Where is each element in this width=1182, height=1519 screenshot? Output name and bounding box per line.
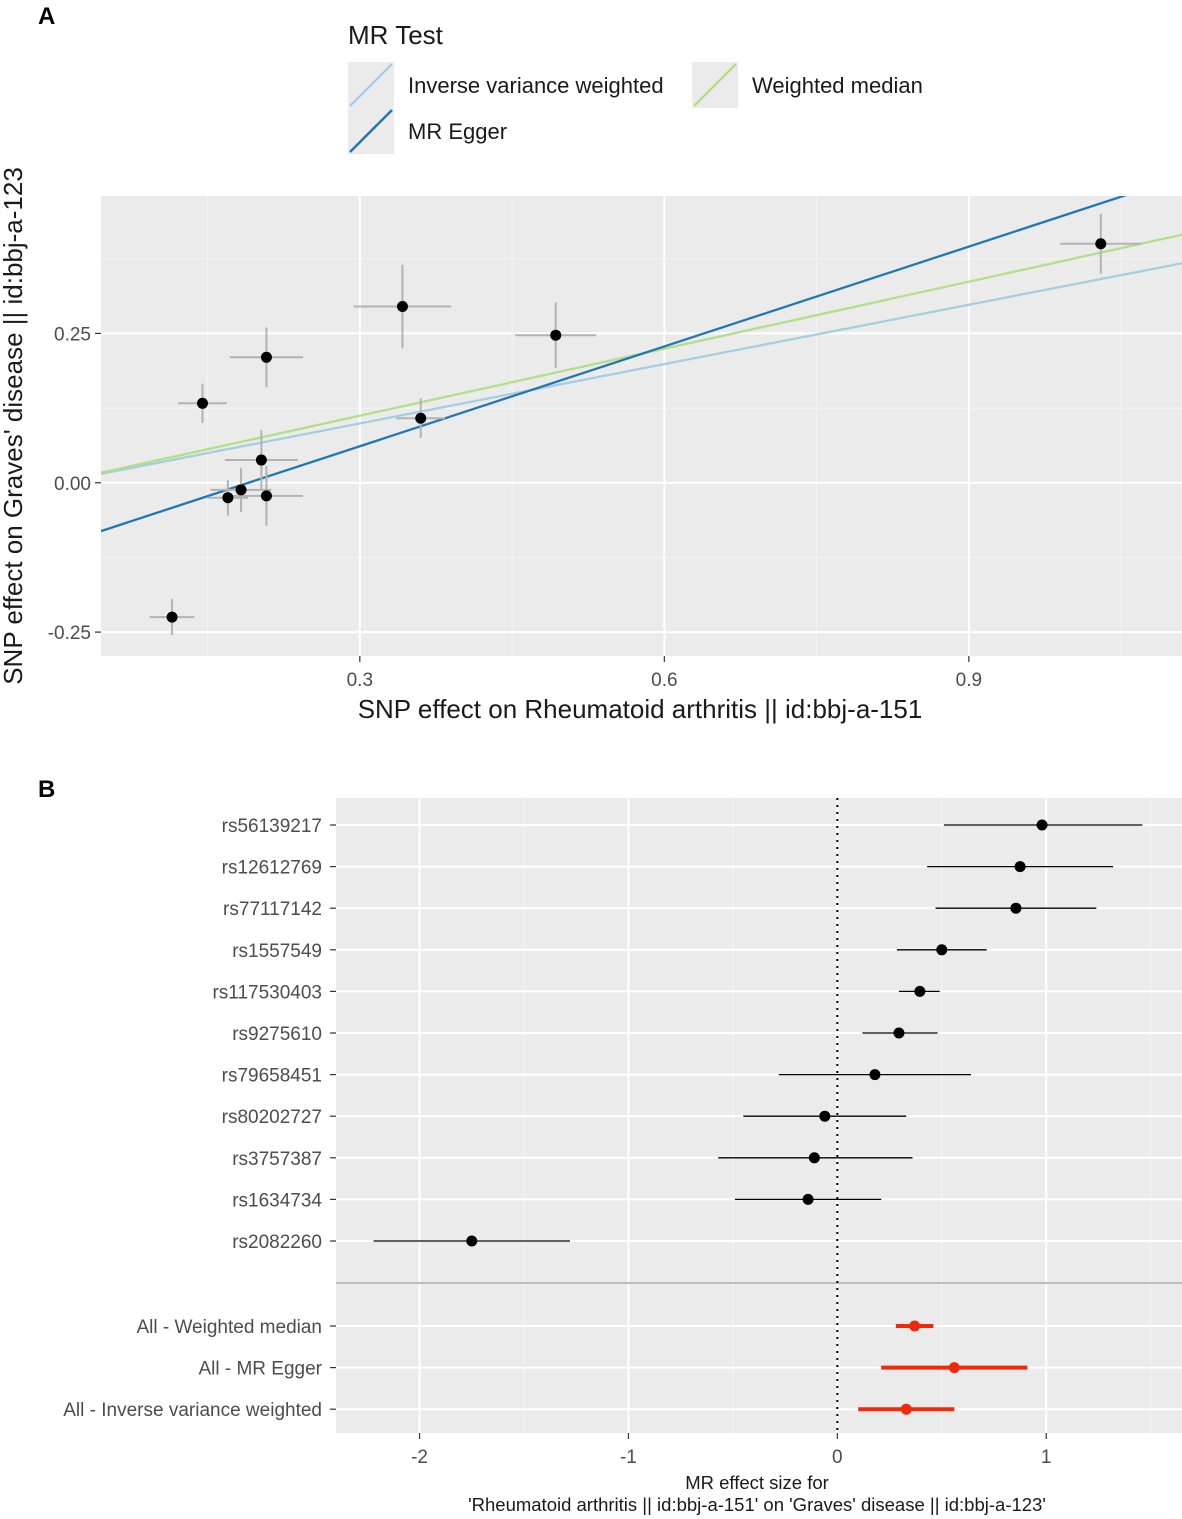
summary-label: All - Inverse variance weighted	[63, 1400, 322, 1421]
summary-estimate	[909, 1320, 921, 1332]
scatter-ticks: 0.3 0.6 0.9 -0.25 0.00 0.25	[48, 324, 982, 691]
scatter-regression-lines	[101, 196, 1182, 533]
legend: MR Test Inverse variance weighted Weight…	[348, 20, 923, 154]
snp-label: rs1557549	[232, 941, 322, 962]
snp-label: rs79658451	[222, 1066, 322, 1087]
snp-point	[396, 301, 408, 313]
snp-label: rs56139217	[222, 816, 322, 837]
forest-ticks: -2 -1 0 1 rs56139217 rs12612769 rs77117142 rs15…	[63, 816, 1051, 1468]
snp-point	[255, 454, 267, 466]
y-tick-label: 0.25	[54, 324, 91, 345]
snp-point	[260, 351, 272, 363]
snp-estimate	[936, 944, 948, 956]
legend-key-ivw	[349, 63, 393, 107]
snp-point	[550, 329, 562, 341]
forest-x-tick-label: -2	[411, 1447, 428, 1468]
panel-label-b: B	[38, 776, 55, 803]
snp-label: rs117530403	[212, 982, 322, 1003]
snp-point	[222, 492, 234, 504]
snp-estimate	[914, 985, 926, 997]
snp-estimate	[869, 1069, 881, 1081]
snp-point	[235, 484, 247, 496]
snp-label: rs1634734	[232, 1190, 322, 1211]
snp-estimate	[802, 1193, 814, 1205]
scatter-y-axis-title: SNP effect on Graves' disease || id:bbj-…	[0, 167, 28, 685]
scatter-grid	[101, 196, 1182, 656]
scatter-x-axis-title: SNP effect on Rheumatoid arthritis || id…	[358, 694, 923, 724]
legend-label-wm: Weighted median	[752, 73, 923, 98]
legend-label-ivw: Inverse variance weighted	[408, 73, 664, 98]
snp-estimate	[1036, 819, 1048, 831]
forest-rows	[373, 819, 1143, 1415]
x-tick-label: 0.9	[956, 670, 982, 691]
snp-label: rs2082260	[232, 1232, 322, 1253]
scatter-clip	[101, 196, 1182, 636]
forest-x-axis-title-line1: MR effect size for	[685, 1472, 829, 1493]
summary-estimate	[948, 1362, 960, 1374]
snp-estimate	[1010, 902, 1022, 914]
snp-label: rs12612769	[222, 858, 322, 879]
snp-estimate	[808, 1152, 820, 1164]
summary-label: All - Weighted median	[136, 1317, 322, 1338]
snp-point	[260, 490, 272, 502]
y-tick-label: 0.00	[54, 474, 91, 495]
snp-label: rs80202727	[222, 1107, 322, 1128]
snp-label: rs77117142	[223, 899, 322, 920]
legend-title: MR Test	[348, 20, 444, 50]
regression-line	[101, 262, 1182, 475]
snp-label: rs3757387	[232, 1149, 322, 1170]
summary-estimate	[900, 1403, 912, 1415]
snp-point	[197, 397, 209, 409]
legend-key-egger	[349, 109, 393, 153]
summary-label: All - MR Egger	[198, 1359, 322, 1380]
regression-line	[101, 196, 1127, 533]
legend-key-wm	[693, 63, 737, 107]
snp-point	[166, 611, 178, 623]
snp-label: rs9275610	[232, 1024, 322, 1045]
snp-estimate	[1014, 861, 1026, 873]
snp-estimate	[819, 1110, 831, 1122]
snp-estimate	[893, 1027, 905, 1039]
scatter-plot-area	[101, 196, 1182, 656]
scatter-points	[149, 213, 1142, 636]
forest-x-tick-label: -1	[620, 1447, 637, 1468]
y-tick-label: -0.25	[48, 623, 91, 644]
snp-estimate	[466, 1235, 478, 1247]
snp-point	[1095, 238, 1107, 250]
x-tick-label: 0.3	[347, 670, 373, 691]
forest-x-tick-label: 0	[832, 1447, 843, 1468]
legend-label-egger: MR Egger	[408, 119, 507, 144]
forest-x-axis-title-line2: 'Rheumatoid arthritis || id:bbj-a-151' o…	[468, 1494, 1046, 1515]
forest-x-tick-label: 1	[1041, 1447, 1052, 1468]
panel-label-a: A	[38, 3, 55, 30]
snp-point	[415, 412, 427, 424]
x-tick-label: 0.6	[651, 670, 677, 691]
